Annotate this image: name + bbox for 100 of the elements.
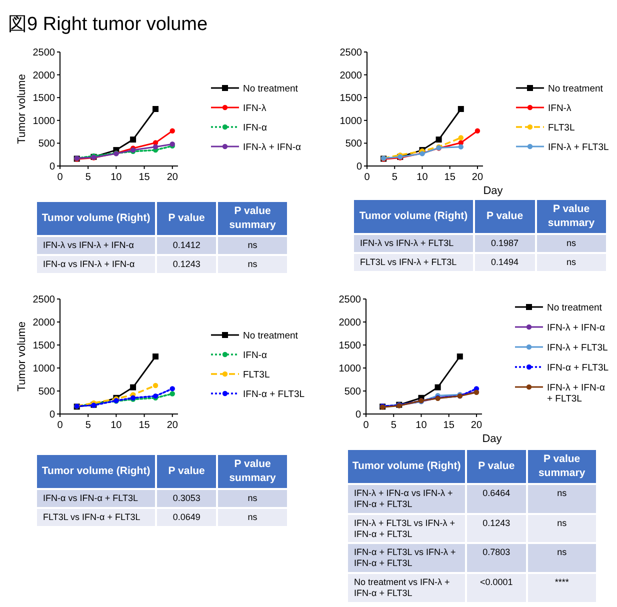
x-tick-label: 5 (392, 172, 398, 183)
legend-label: No treatment (243, 84, 298, 94)
text: P value summary (528, 450, 596, 484)
text: 0.3053 (157, 490, 216, 508)
text: IFN-λ + FLT3L vs IFN-λ + IFN-α + FLT3L (348, 514, 466, 542)
point (456, 354, 463, 360)
legend-label: FLT3L (243, 370, 270, 380)
text: P value (475, 200, 535, 234)
x-tick-label: 10 (110, 172, 122, 183)
x-tick-label: 10 (416, 420, 428, 431)
text: Tumor volume (Right) (37, 202, 156, 236)
text: ns (218, 256, 287, 273)
y-tick-label: 2000 (32, 318, 56, 328)
y-tick-label: 2500 (340, 48, 362, 58)
point (170, 128, 175, 134)
text: 0.1412 (157, 237, 216, 254)
y-tick-label: 1500 (340, 93, 362, 104)
x-tick-label: 20 (166, 420, 178, 431)
text: IFN-λ vs IFN-λ + IFN-α (37, 237, 156, 254)
text: 0.1243 (157, 256, 216, 273)
text: 0.1243 (467, 514, 526, 542)
legend-label: IFN-λ (243, 103, 266, 114)
text: IFN-α vs IFN-λ + IFN-α (37, 256, 156, 273)
point (170, 386, 175, 392)
text: P value (157, 455, 216, 488)
x-tick-label: 0 (57, 420, 64, 431)
text: FLT3L vs IFN-λ + FLT3L (354, 254, 474, 271)
legend-label: No treatment (547, 302, 602, 314)
legend-label: IFN-λ + FLT3L (547, 342, 608, 354)
point (458, 135, 464, 140)
point (434, 384, 441, 390)
text: IFN-α + FLT3L vs IFN-λ + IFN-α + FLT3L (348, 544, 466, 572)
point (474, 128, 480, 134)
point (170, 391, 175, 396)
y-axis-title: Tumor volume (16, 74, 28, 144)
text: P value summary (218, 202, 287, 236)
text: 0.1494 (475, 254, 535, 271)
text: FLT3L vs IFN-α + FLT3L (37, 509, 156, 526)
y-tick-label: 1000 (340, 116, 362, 127)
text: ns (218, 509, 287, 526)
y-tick-label: 2500 (32, 48, 56, 58)
text: Tumor volume (Right) (354, 200, 474, 234)
x-tick-label: 0 (57, 172, 64, 183)
point (152, 354, 159, 360)
point (130, 136, 136, 143)
point (436, 136, 442, 143)
x-tick-label: 10 (416, 172, 428, 183)
text: P value summary (218, 455, 287, 488)
legend-label: IFN-λ + FLT3L (548, 142, 609, 153)
x-tick-label: 15 (138, 420, 150, 431)
text: 0.0649 (157, 509, 216, 526)
x-tick-label: 10 (110, 420, 122, 431)
x-tick-label: 5 (85, 420, 92, 431)
text: ns (536, 254, 606, 271)
legend-label: IFN-α (243, 350, 268, 361)
x-tick-label: 15 (444, 172, 456, 183)
y-tick-label: 0 (355, 410, 362, 420)
legend-label: IFN-α + FLT3L (243, 389, 305, 400)
text: Tumor volume (Right) (348, 450, 466, 484)
y-tick-label: 500 (38, 386, 56, 398)
y-tick-label: 2500 (338, 294, 362, 306)
legend-label: IFN-λ + IFN-α (243, 142, 302, 153)
text: **** (528, 574, 596, 602)
y-tick-label: 500 (38, 138, 56, 150)
y-tick-label: 2000 (340, 70, 362, 82)
text: P value summary (536, 200, 606, 234)
y-tick-label: 1500 (338, 340, 362, 352)
y-tick-label: 1500 (32, 340, 56, 352)
text: P value (157, 202, 216, 236)
x-tick-label: 20 (470, 420, 482, 431)
chart-title: 図9 Right tumor volume (8, 14, 208, 35)
y-tick-label: 1000 (32, 116, 56, 127)
y-tick-label: 500 (344, 386, 362, 398)
legend-label: No treatment (548, 84, 604, 94)
y-tick-label: 0 (356, 162, 362, 172)
y-tick-label: 500 (345, 138, 362, 150)
y-tick-label: 0 (49, 162, 56, 172)
text: ns (528, 514, 596, 542)
text: IFN-λ vs IFN-λ + FLT3L (354, 235, 474, 252)
point (152, 382, 158, 388)
legend-label: IFN-λ + IFN-α + FLT3L (547, 382, 606, 404)
text: No treatment vs IFN-λ + IFN-α + FLT3L (348, 574, 466, 602)
y-tick-label: 0 (49, 410, 56, 420)
x-tick-label: 15 (443, 420, 455, 431)
text: ns (528, 544, 596, 572)
text: IFN-λ + IFN-α vs IFN-λ + IFN-α + FLT3L (348, 485, 466, 513)
text: 0.7803 (467, 544, 526, 572)
text: ns (218, 237, 287, 254)
y-tick-label: 2000 (338, 318, 362, 328)
x-tick-label: 0 (363, 420, 370, 431)
point (130, 384, 136, 390)
x-tick-label: 20 (472, 172, 484, 183)
y-tick-label: 1000 (32, 364, 56, 374)
text: Tumor volume (Right) (37, 455, 156, 488)
text: IFN-α vs IFN-α + FLT3L (37, 490, 156, 508)
legend-label: No treatment (243, 330, 298, 342)
text: ns (536, 235, 606, 252)
legend-label: IFN-λ + IFN-α (547, 322, 606, 334)
x-axis-title: Day (482, 433, 502, 445)
point (458, 144, 464, 150)
